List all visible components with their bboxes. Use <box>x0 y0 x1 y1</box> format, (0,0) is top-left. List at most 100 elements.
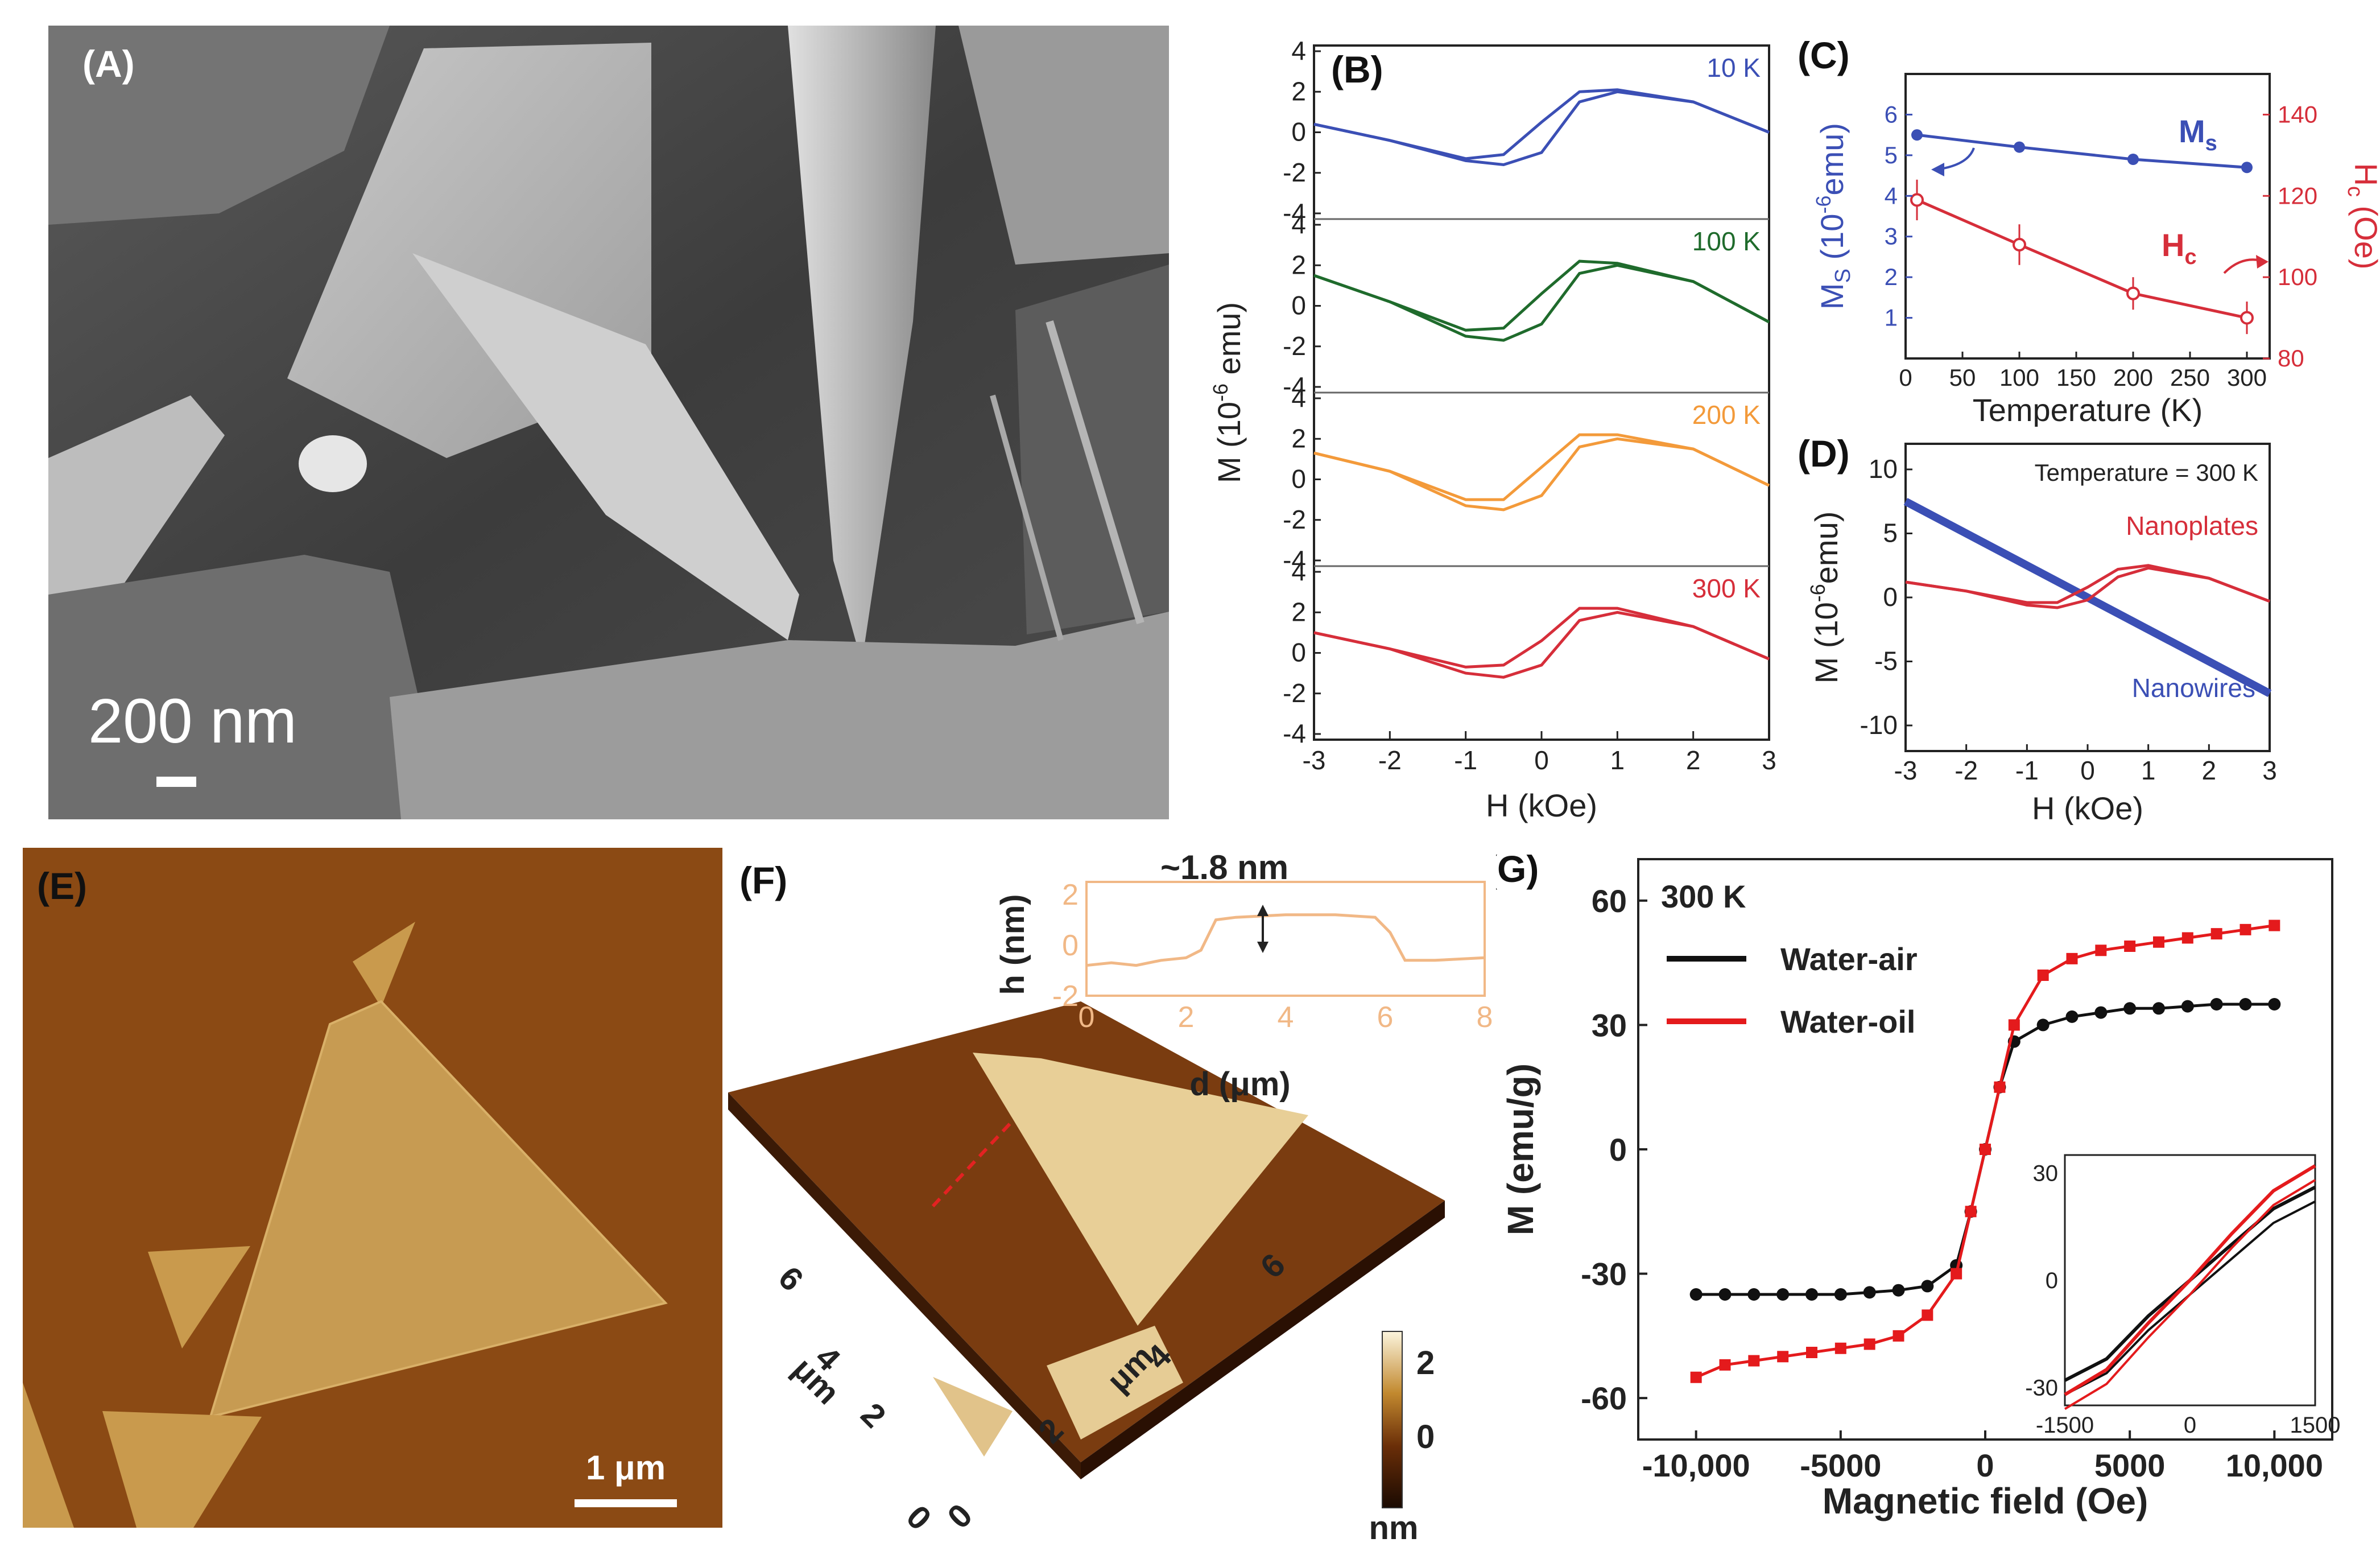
b-x-tick-label: 0 <box>1534 745 1549 775</box>
panel-b-label: (B) <box>1331 48 1383 90</box>
panel-a-scale-bar <box>156 777 196 787</box>
panel-e-label: (E) <box>37 865 87 907</box>
d-y-tick-label: -10 <box>1860 710 1898 740</box>
d-x-tick-label: 2 <box>2202 756 2217 785</box>
c-left-tick-label: 1 <box>1885 304 1898 331</box>
g-point <box>1719 1359 1731 1371</box>
afm3d-flake <box>933 1377 1013 1457</box>
f-inset-y-tick-label: -2 <box>1052 980 1079 1013</box>
g-inset-x-tick-label: -1500 <box>2036 1413 2094 1438</box>
g-inset-y-tick-label: 0 <box>2046 1268 2058 1293</box>
d-y-tick-label: 10 <box>1869 454 1898 484</box>
panel-f-step-arrowhead <box>1257 942 1268 953</box>
b-y-tick-label: -2 <box>1283 505 1306 534</box>
b-series-label: 200 K <box>1692 400 1761 430</box>
c-right-tick-label: 80 <box>2278 345 2304 372</box>
panel-d-note: Temperature = 300 K <box>2035 459 2258 486</box>
afm3d-profile-line <box>931 1119 1014 1208</box>
panel-c-frame <box>1904 73 2271 360</box>
b-y-tick-label: -2 <box>1283 678 1306 708</box>
g-inset-y-tick-label: 30 <box>2033 1161 2059 1186</box>
panel-g-plot <box>1689 919 2281 1383</box>
d-y-tick-label: 0 <box>1883 582 1898 612</box>
g-point <box>1689 1288 1703 1301</box>
d-x-tick-label: 1 <box>2141 756 2156 785</box>
c-right-tick-label: 140 <box>2278 101 2317 127</box>
g-point <box>2095 945 2107 956</box>
g-point <box>2037 970 2049 981</box>
f-inset-y-tick-label: 0 <box>1062 929 1079 962</box>
panel-c-left-label: MS (10-6emu) <box>1812 123 1855 310</box>
g-y-tick-label: -60 <box>1581 1380 1627 1416</box>
b-series-label: 10 K <box>1707 53 1761 83</box>
g-y-tick-label: -30 <box>1581 1256 1627 1292</box>
f-profile-line <box>1086 913 1485 967</box>
c-left-tick-label: 6 <box>1885 101 1898 127</box>
f-left-axis-tick: 0 <box>899 1498 939 1537</box>
c-point <box>2126 286 2140 300</box>
g-point <box>2239 923 2251 935</box>
g-point <box>1863 1286 1876 1299</box>
b-x-tick-label: 2 <box>1686 745 1701 775</box>
panel-f-step-arrowhead <box>1257 905 1268 916</box>
g-point <box>2124 941 2136 952</box>
g-x-tick-label: -5000 <box>1800 1447 1881 1483</box>
b-y-tick-label: 2 <box>1291 423 1306 453</box>
b-y-tick-label: -4 <box>1283 719 1306 748</box>
panel-e: (E) 1 μm <box>23 848 722 1528</box>
b-y-tick-label: -2 <box>1283 158 1306 187</box>
g-point <box>2269 919 2280 931</box>
b-loop-down <box>1313 437 1770 512</box>
g-y-tick-label: 30 <box>1592 1007 1627 1043</box>
panel-g-legend-oil: Water-oil <box>1780 1004 1915 1040</box>
g-point <box>1893 1330 1904 1342</box>
g-x-tick-label: -10,000 <box>1642 1447 1750 1483</box>
afm3d-flake <box>1047 1326 1183 1440</box>
b-series-label: 300 K <box>1692 574 1761 603</box>
g-point <box>1965 1206 1977 1218</box>
g-point <box>1994 1081 2006 1093</box>
b-loop-down <box>1313 263 1770 342</box>
c-point <box>2013 238 2026 251</box>
panel-g-y-label: M (emu/g) <box>1500 1063 1541 1235</box>
c-x-tick-label: 200 <box>2113 364 2153 391</box>
sem-plate <box>958 26 1169 265</box>
g-point <box>2123 1002 2137 1015</box>
afm-flake <box>209 1000 668 1418</box>
panel-d-plot <box>1903 498 2272 697</box>
panel-d-series-plates: Nanoplates <box>2126 511 2258 541</box>
sem-plate <box>390 612 1169 819</box>
g-point <box>2036 1018 2050 1032</box>
f-inset-x-tick-label: 8 <box>1477 1001 1493 1034</box>
panel-d-label: (D) <box>1798 432 1850 475</box>
g-point <box>1805 1288 1818 1301</box>
c-left-tick-label: 4 <box>1885 182 1898 209</box>
panel-g-label: (G) <box>1496 848 1539 890</box>
panel-c-ticks: 0 50 100 150 200 250 300 1 2 3 4 5 6 80 100 120 140 <box>1885 101 2317 391</box>
panel-c-right-label: Hc (Oe) <box>2343 163 2380 269</box>
g-point <box>2094 1006 2108 1019</box>
d-nanoplates-down <box>1905 566 2270 609</box>
c-x-tick-label: 50 <box>1949 364 1976 391</box>
c-point <box>1910 193 1924 207</box>
f-inset-frame <box>1085 881 1486 997</box>
b-y-tick-label: 4 <box>1291 209 1306 239</box>
afm3d-colorbar <box>1382 1331 1403 1508</box>
panel-b-plot: 10 K 100 K 200 K 300 K <box>1313 53 1770 679</box>
panel-c-ms-label: Ms <box>2179 113 2217 155</box>
panel-e-scale-bar <box>575 1499 677 1507</box>
d-x-tick-label: 3 <box>2262 756 2277 785</box>
b-x-tick-label: -1 <box>1454 745 1477 775</box>
b-x-tick-label: -3 <box>1303 745 1326 775</box>
g-inset-x-tick-label: 1500 <box>2290 1413 2341 1438</box>
b-y-tick-label: 4 <box>1291 36 1306 65</box>
g-point <box>1748 1355 1760 1367</box>
f-inset-x-tick-label: 0 <box>1079 1001 1095 1034</box>
panel-b-x-ticks: -3 -2 -1 0 1 2 3 <box>1303 731 1776 775</box>
f-inset-y-tick-label: 2 <box>1062 879 1079 912</box>
panel-g-legend-air: Water-air <box>1780 941 1918 977</box>
afm-flake <box>23 1383 74 1528</box>
